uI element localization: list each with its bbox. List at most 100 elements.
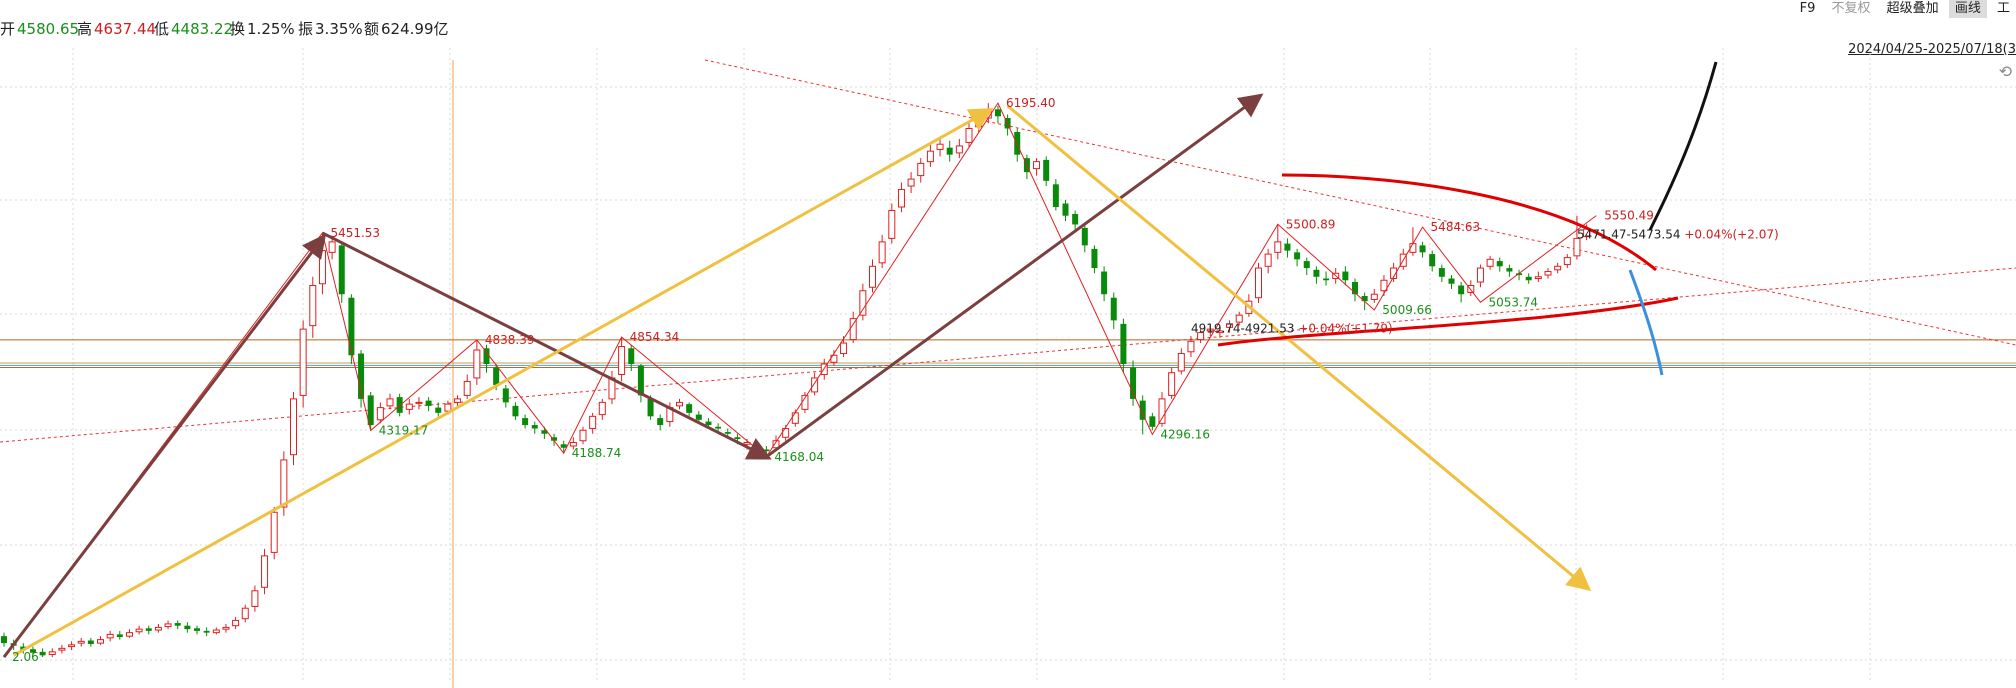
candle-body — [917, 162, 925, 177]
pivot-price-label: 4188.74 — [572, 446, 622, 460]
candle-body — [39, 651, 46, 656]
candle-body — [29, 649, 36, 653]
stat-0: 开 4580.65 — [0, 18, 79, 39]
candle-body — [859, 290, 867, 316]
overlay-button[interactable]: 超级叠加 — [1886, 1, 1939, 16]
stat-value: 4580.65 — [17, 20, 80, 38]
candle-body — [811, 377, 819, 393]
candle-body — [686, 404, 693, 413]
candle-body — [1506, 268, 1513, 272]
candle-body — [454, 398, 462, 403]
candle-body — [1081, 227, 1088, 246]
candle-body — [1235, 314, 1243, 323]
pivot-price-label: 4296.16 — [1160, 427, 1210, 441]
stat-value: 1.25% — [247, 20, 295, 38]
candle-body — [1313, 269, 1320, 277]
candle-body — [1187, 340, 1195, 353]
candle-body — [1052, 184, 1059, 207]
candle-body — [1419, 245, 1426, 253]
candle-body — [48, 651, 56, 655]
candle-body — [569, 442, 577, 447]
stat-5: 额 624.99亿 — [364, 18, 449, 39]
candle-body — [1177, 353, 1185, 372]
candle-body — [1534, 276, 1542, 280]
candle-body — [1458, 285, 1465, 295]
candle-body — [994, 109, 1001, 117]
candle-body — [657, 418, 664, 426]
range-annotation-change: +0.04%(+1.79) — [1298, 322, 1392, 336]
date-range[interactable]: 2024/04/25-2025/07/18(3 — [1848, 42, 2016, 57]
pivot-price-label: 5500.89 — [1286, 217, 1336, 231]
stat-value: 4483.22 — [171, 20, 234, 38]
candle-body — [1197, 332, 1205, 341]
channel-lower-curve — [1217, 296, 1679, 347]
candle-body — [695, 414, 702, 420]
candle-body — [878, 241, 886, 264]
toolbar: F9 不复权 超级叠加 画线 工 — [1794, 0, 2016, 18]
candle-body — [184, 625, 191, 630]
candle-body — [1294, 252, 1301, 260]
candle-body — [309, 285, 317, 327]
pivot-price-label: 2.06 — [12, 650, 39, 664]
stat-3: 换 1.25% — [230, 18, 295, 39]
candle-body — [290, 398, 297, 456]
candle-body — [1255, 267, 1262, 299]
candle-body — [1168, 372, 1176, 396]
pivot-price-label: 4838.39 — [485, 333, 535, 347]
candle-body — [1110, 297, 1117, 321]
candle-body — [840, 342, 848, 355]
candle-body — [174, 623, 181, 626]
candle-body — [1014, 131, 1021, 155]
candle-body — [1380, 279, 1388, 292]
candle-body — [1573, 237, 1581, 257]
candle-body — [724, 432, 731, 434]
draw-line-button[interactable]: 画线 — [1948, 0, 1987, 18]
candle-body — [125, 632, 133, 637]
candle-body — [888, 209, 896, 239]
candle-body — [376, 407, 384, 421]
dotted-trendline-down — [704, 59, 2016, 346]
candle-body — [1158, 398, 1166, 424]
tools-button[interactable]: 工 — [1996, 1, 2010, 16]
pivot-price-label: 6195.40 — [1006, 96, 1056, 110]
candle-body — [541, 430, 548, 434]
range-annotation: 5471.47-5473.54 +0.04%(+2.07) — [1577, 227, 1779, 241]
candle-body — [782, 428, 790, 438]
stat-label: 振 — [298, 20, 314, 38]
undo-icon[interactable]: ⟲ — [1998, 62, 2012, 81]
dotted-trendline-up — [0, 267, 2016, 443]
candle-body — [589, 415, 597, 430]
candle-body — [358, 353, 365, 399]
candle-body — [145, 628, 152, 631]
candle-body — [106, 633, 114, 639]
candle-body — [203, 630, 210, 633]
candle-body — [551, 437, 558, 441]
candle-body — [232, 619, 240, 627]
candle-body — [1, 636, 7, 644]
candle-body — [772, 440, 780, 449]
stat-label: 高 — [77, 20, 93, 38]
candle-body — [1139, 400, 1146, 420]
projection-up-curve — [1648, 61, 1718, 231]
candle-body — [58, 647, 66, 651]
candle-body — [348, 297, 355, 356]
f9-button[interactable]: F9 — [1799, 1, 1816, 16]
candle-body — [637, 365, 644, 396]
candle-body — [299, 328, 307, 396]
pivot-price-label: 5053.74 — [1488, 295, 1538, 309]
pivot-price-label: 4854.34 — [630, 330, 680, 344]
candle-body — [1216, 330, 1224, 334]
candle-body — [512, 405, 519, 417]
no-adjust-button[interactable]: 不复权 — [1831, 1, 1871, 16]
candle-body — [598, 401, 606, 416]
candle-body — [975, 119, 983, 128]
candle-body — [647, 398, 654, 417]
candle-body — [618, 346, 626, 375]
pivot-price-label: 5550.49 — [1604, 209, 1654, 223]
pivot-price-label: 5451.53 — [330, 226, 380, 240]
candle-body — [493, 367, 500, 385]
candle-body — [396, 397, 403, 413]
candle-body — [68, 644, 76, 648]
candle-body — [763, 449, 770, 452]
